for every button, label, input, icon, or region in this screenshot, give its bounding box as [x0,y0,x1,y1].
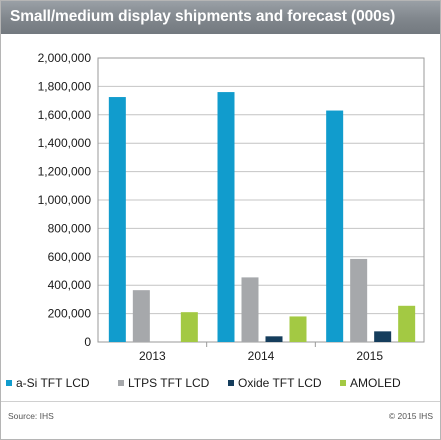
source-note: Source: IHS [8,411,54,421]
legend-swatch [340,380,346,386]
legend-swatch [6,380,12,386]
footer-divider [1,401,440,402]
bar-chart: 0 200,000 400,000 600,000 800,000 1,000,000 1,… [38,51,425,363]
legend-label: a-Si TFT LCD [16,376,90,390]
bar-ltps-tft-lcd-2013 [132,290,150,342]
bar-a-si-tft-lcd-2014 [217,92,235,342]
bar-amoled-2014 [289,316,307,342]
y-tick-label: 2,000,000 [38,51,92,65]
legend-label: AMOLED [350,376,401,390]
x-tick-label: 2013 [139,349,166,363]
y-tick-label: 1,800,000 [38,79,92,93]
y-tick-label: 1,000,000 [38,193,92,207]
copyright-note: © 2015 IHS [388,411,433,421]
legend-swatch [118,380,124,386]
legend-item: AMOLED [340,376,401,390]
legend-label: Oxide TFT LCD [238,376,322,390]
bar-oxide-tft-lcd-2015 [374,331,392,342]
bar-ltps-tft-lcd-2014 [241,277,259,342]
x-tick-label: 2014 [248,349,275,363]
bar-oxide-tft-lcd-2014 [265,336,283,342]
legend-swatch [228,380,234,386]
x-tick-label: 2015 [356,349,383,363]
bar-a-si-tft-lcd-2015 [326,110,344,342]
chart-legend: a-Si TFT LCD LTPS TFT LCD Oxide TFT LCD AMO… [6,376,436,394]
bar-a-si-tft-lcd-2013 [108,97,126,342]
legend-item: a-Si TFT LCD [6,376,90,390]
legend-item: LTPS TFT LCD [118,376,209,390]
y-tick-label: 600,000 [48,250,92,264]
y-tick-label: 0 [84,335,91,349]
plot-area [97,57,425,343]
legend-label: LTPS TFT LCD [128,376,210,390]
title-bar: Small/medium display shipments and forec… [1,1,440,34]
y-tick-label: 400,000 [48,278,92,292]
y-tick-label: 800,000 [48,221,92,235]
y-tick-label: 1,200,000 [38,165,92,179]
legend-item: Oxide TFT LCD [228,376,322,390]
y-tick-label: 200,000 [48,307,92,321]
chart-title: Small/medium display shipments and forec… [10,8,396,25]
y-tick-label: 1,600,000 [38,108,92,122]
bar-amoled-2013 [180,312,198,342]
bar-ltps-tft-lcd-2015 [350,258,368,342]
bar-amoled-2015 [398,305,416,342]
y-tick-label: 1,400,000 [38,136,92,150]
